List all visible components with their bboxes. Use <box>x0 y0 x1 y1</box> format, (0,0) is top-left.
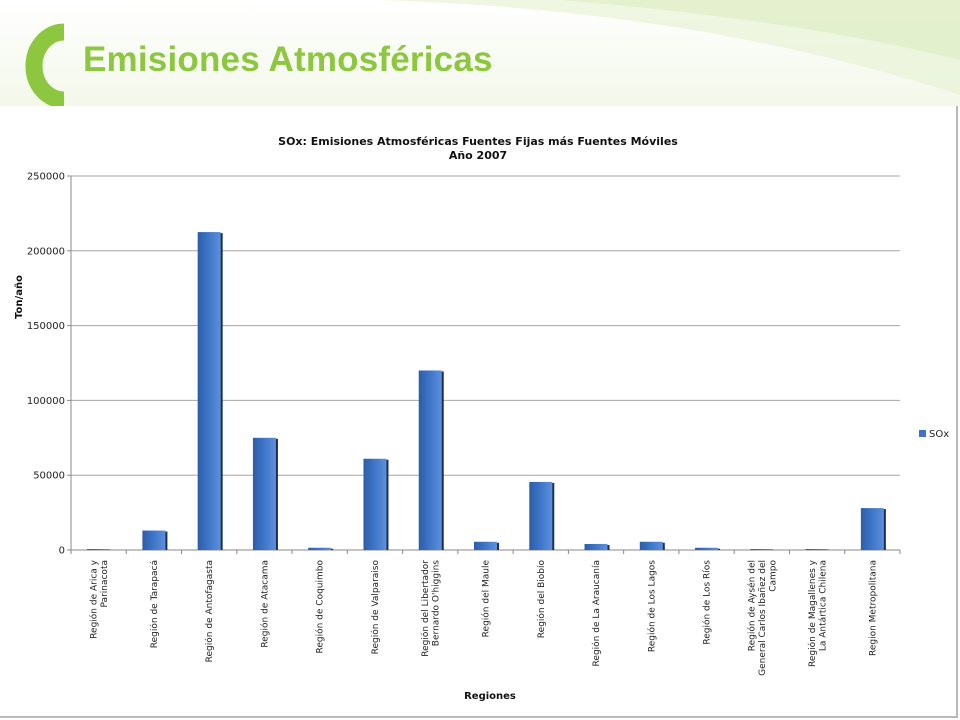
logo-arc-icon <box>25 23 65 106</box>
x-tick-label-line: Bernardo O'higgins <box>432 560 442 646</box>
legend-swatch-sox <box>919 430 926 437</box>
x-tick-label: Región del Biobío <box>536 560 547 639</box>
x-tick-label-line: Región de Los Lagos <box>646 560 657 652</box>
x-tick-label: Región de Coquimbo <box>315 560 326 654</box>
bar <box>639 541 663 550</box>
chart-frame: SOx: Emisiones Atmosféricas Fuentes Fija… <box>0 106 958 718</box>
bar <box>695 547 719 550</box>
bar <box>252 437 276 550</box>
x-tick-label: Región de Arica y Parinacota <box>88 559 110 638</box>
header-decoration <box>380 0 960 95</box>
bar <box>584 544 608 550</box>
x-tick-label: Región de Magallenes y La Antártica Chile… <box>807 559 829 667</box>
x-tick-label: Región del Maule <box>481 560 492 638</box>
bar <box>363 458 387 550</box>
bar <box>308 547 332 550</box>
slide-header: Emisiones Atmosféricas <box>0 0 960 106</box>
gridlines <box>67 175 900 551</box>
bar <box>87 549 111 550</box>
x-axis-title: Regiones <box>464 691 516 702</box>
x-tick-label-line: Región de Tarapacá <box>149 560 160 648</box>
x-tick-label-line: Región de Atacama <box>259 560 270 648</box>
bar <box>805 549 829 550</box>
x-tick-label: Región de Antofagasta <box>204 560 215 662</box>
x-tick-label: Región de Los Ríos <box>702 560 713 645</box>
y-tick-label: 0 <box>59 546 65 557</box>
x-axis-ticks: Región de Arica y Parinacota Región de Tar… <box>70 550 901 676</box>
x-tick-label-line: Parinacota <box>100 560 110 607</box>
y-tick-label: 50000 <box>33 471 65 482</box>
x-tick-label-line: Campo <box>768 560 778 592</box>
x-tick-label-line: Región de Los Ríos <box>702 560 713 645</box>
chart-title: SOx: Emisiones Atmosféricas Fuentes Fija… <box>278 135 678 148</box>
x-tick-label-line: Región de Aysén del <box>746 560 757 651</box>
x-tick-label: Región de Los Lagos <box>646 560 657 652</box>
legend-label-sox: SOx <box>929 429 949 440</box>
bar <box>860 508 884 550</box>
x-tick-label-line: Región de Magallenes y <box>807 559 818 667</box>
x-tick-label: Región de Tarapacá <box>149 560 160 648</box>
x-tick-label-line: Región de Valparaiso <box>370 560 381 655</box>
slide-title: Emisiones Atmosféricas <box>83 40 493 79</box>
x-tick-label-line: Región de Antofagasta <box>204 560 215 662</box>
x-tick-label-line: Región del Biobío <box>536 560 547 639</box>
y-tick-label: 250000 <box>27 172 65 183</box>
x-tick-label-line: General Carlos Ibañez del <box>758 560 768 676</box>
x-tick-label-line: Región de Coquimbo <box>315 560 326 654</box>
bar <box>474 541 497 550</box>
y-tick-label: 200000 <box>27 246 65 257</box>
x-tick-label: Region Metropolitana <box>868 560 878 656</box>
x-tick-label-line: Región de Arica y <box>88 559 99 638</box>
y-tick-label: 100000 <box>27 396 65 407</box>
y-axis-ticks: 0 50000 100000 150000 200000 250000 <box>27 172 65 557</box>
y-axis-title: Ton/año <box>14 275 25 319</box>
x-tick-label: Región de Atacama <box>259 560 270 648</box>
bar <box>142 530 166 550</box>
x-tick-label: Región de Valparaiso <box>370 560 381 655</box>
x-tick-label-line: La Antártica Chilena <box>818 560 828 651</box>
bars <box>87 232 886 550</box>
bar <box>529 481 553 550</box>
y-tick-label: 150000 <box>27 321 65 332</box>
x-tick-label: Región de Aysén del General Carlos Ibañez… <box>746 560 778 676</box>
x-tick-label-line: Region Metropolitana <box>868 560 878 656</box>
bar <box>418 370 442 550</box>
bar <box>750 549 774 550</box>
x-tick-label-line: Región del Maule <box>481 560 492 638</box>
x-tick-label-line: Región de La Araucanía <box>591 560 602 666</box>
x-tick-label: Región de La Araucanía <box>591 560 602 666</box>
bar <box>197 232 221 550</box>
chart-subtitle: Año 2007 <box>449 149 507 162</box>
x-tick-label: Región del Libertador Bernardo O'higgins <box>420 560 442 657</box>
legend: SOx <box>919 429 949 440</box>
sox-bar-chart: SOx: Emisiones Atmosféricas Fuentes Fija… <box>14 135 949 702</box>
x-tick-label-line: Región del Libertador <box>420 560 431 657</box>
